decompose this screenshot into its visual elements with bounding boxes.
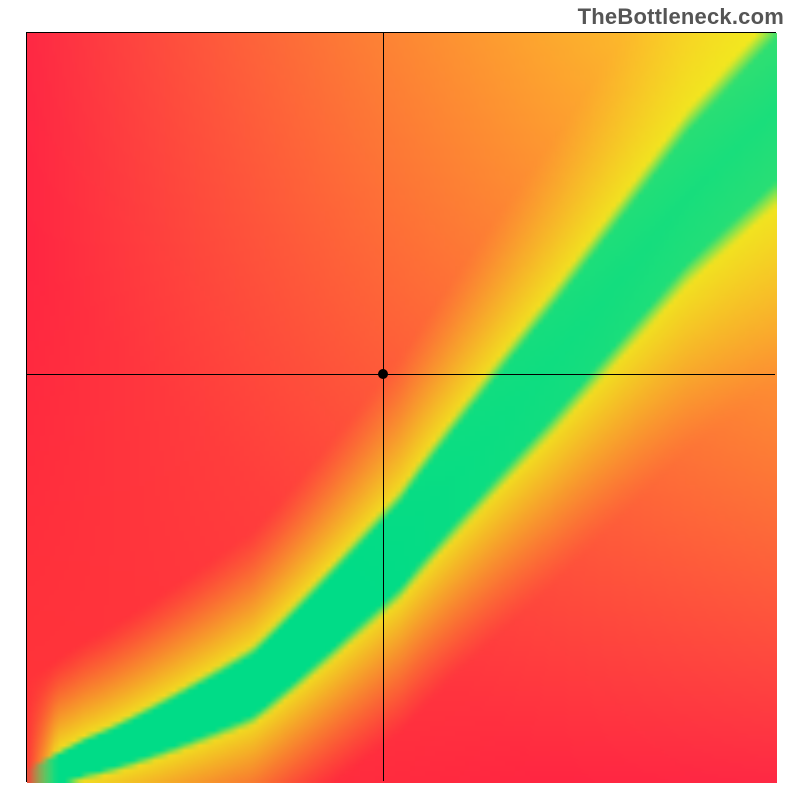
crosshair-horizontal: [27, 374, 775, 375]
bottleneck-heatmap: TheBottleneck.com: [0, 0, 800, 800]
heatmap-canvas: [27, 33, 777, 783]
crosshair-vertical: [383, 33, 384, 781]
crosshair-marker: [378, 369, 388, 379]
plot-area: [26, 32, 776, 782]
watermark-text: TheBottleneck.com: [578, 4, 784, 30]
